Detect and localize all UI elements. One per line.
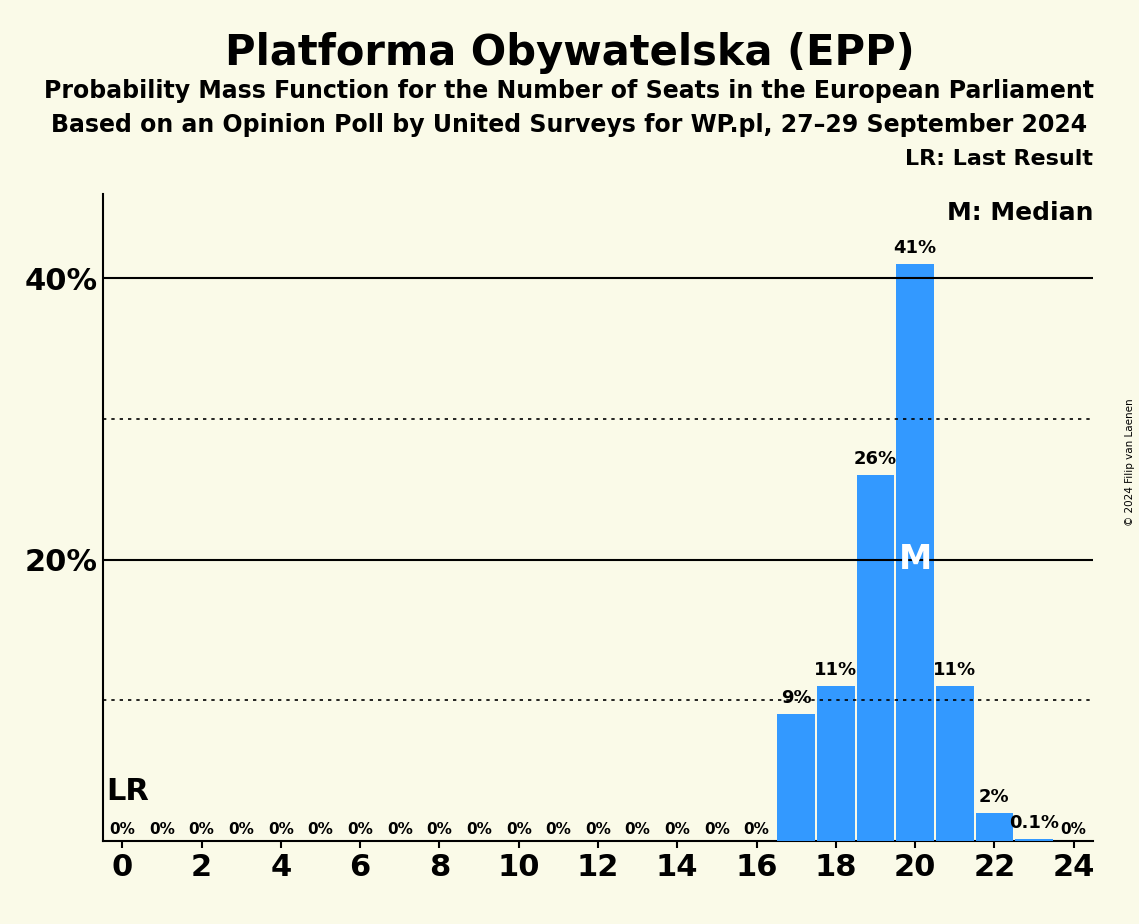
Text: Based on an Opinion Poll by United Surveys for WP.pl, 27–29 September 2024: Based on an Opinion Poll by United Surve…: [51, 113, 1088, 137]
Text: 0%: 0%: [308, 821, 334, 836]
Text: 0%: 0%: [1060, 821, 1087, 836]
Text: 0%: 0%: [387, 821, 412, 836]
Text: 0%: 0%: [109, 821, 136, 836]
Text: 0%: 0%: [426, 821, 452, 836]
Text: 0%: 0%: [466, 821, 492, 836]
Text: 26%: 26%: [854, 450, 898, 468]
Text: 11%: 11%: [933, 662, 976, 679]
Text: 0%: 0%: [506, 821, 532, 836]
Text: M: Median: M: Median: [947, 201, 1093, 225]
Text: 11%: 11%: [814, 662, 858, 679]
Bar: [857, 475, 894, 841]
Bar: [817, 687, 854, 841]
Text: Platforma Obywatelska (EPP): Platforma Obywatelska (EPP): [224, 32, 915, 74]
Text: 0%: 0%: [149, 821, 175, 836]
Text: LR: Last Result: LR: Last Result: [906, 149, 1093, 169]
Text: M: M: [899, 543, 932, 577]
Text: 0%: 0%: [704, 821, 730, 836]
Text: LR: LR: [106, 777, 149, 806]
Text: 0%: 0%: [664, 821, 690, 836]
Text: 0.1%: 0.1%: [1009, 814, 1059, 833]
Text: Probability Mass Function for the Number of Seats in the European Parliament: Probability Mass Function for the Number…: [44, 79, 1095, 103]
Text: 41%: 41%: [893, 239, 936, 257]
Text: 0%: 0%: [347, 821, 374, 836]
Text: 9%: 9%: [781, 689, 811, 707]
Bar: [936, 687, 974, 841]
Bar: [1015, 839, 1052, 841]
Text: 0%: 0%: [624, 821, 650, 836]
Text: 0%: 0%: [546, 821, 572, 836]
Text: 0%: 0%: [189, 821, 214, 836]
Bar: [777, 714, 816, 841]
Text: 2%: 2%: [980, 787, 1009, 806]
Bar: [975, 813, 1014, 841]
Bar: [896, 264, 934, 841]
Text: 0%: 0%: [268, 821, 294, 836]
Text: 0%: 0%: [585, 821, 611, 836]
Text: 0%: 0%: [228, 821, 254, 836]
Text: © 2024 Filip van Laenen: © 2024 Filip van Laenen: [1125, 398, 1134, 526]
Text: 0%: 0%: [744, 821, 770, 836]
